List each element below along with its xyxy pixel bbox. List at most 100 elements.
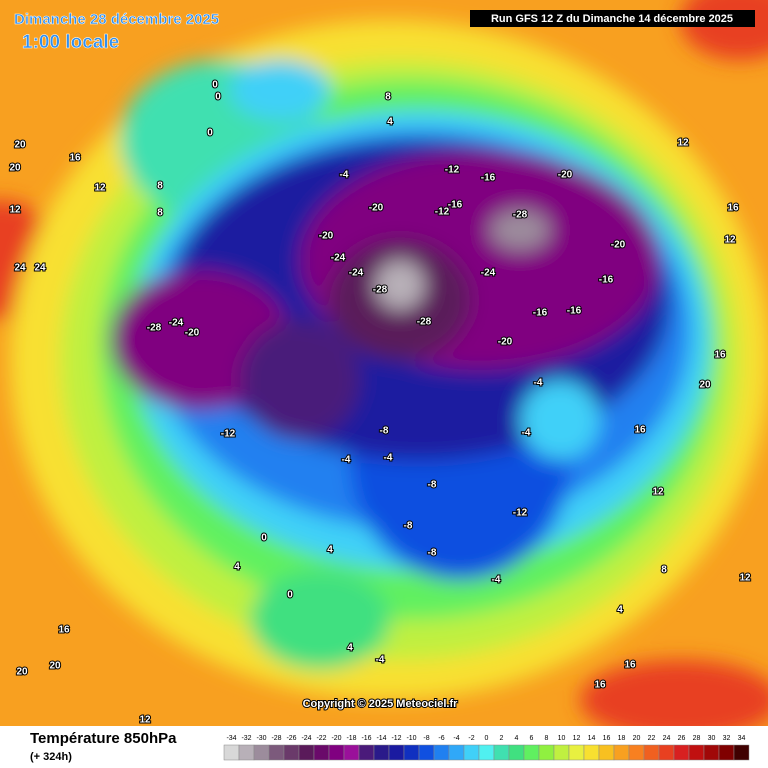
scale-swatch xyxy=(223,744,240,761)
scale-swatch xyxy=(553,744,570,761)
contour-label: 12 xyxy=(739,573,751,584)
contour-label: -28 xyxy=(373,285,388,296)
scale-label: 22 xyxy=(648,735,656,742)
contour-label: -4 xyxy=(376,655,385,666)
scale-swatch xyxy=(268,744,285,761)
legend-subtitle: (+ 324h) xyxy=(30,751,72,763)
contour-label: -20 xyxy=(611,240,626,251)
contour-label: -4 xyxy=(534,378,543,389)
scale-label: 20 xyxy=(633,735,641,742)
contour-label: 20 xyxy=(49,661,61,672)
contour-label: 24 xyxy=(34,263,46,274)
scale-label: 14 xyxy=(588,735,596,742)
contour-label: -28 xyxy=(417,317,432,328)
scale-swatch xyxy=(628,744,645,761)
scale-swatch xyxy=(613,744,630,761)
contour-label: -24 xyxy=(169,318,184,329)
contour-label: 0 xyxy=(215,92,221,103)
contour-label: 20 xyxy=(9,163,21,174)
contour-label: 16 xyxy=(58,625,70,636)
contour-label: 12 xyxy=(677,138,689,149)
scale-label: -12 xyxy=(391,735,401,742)
scale-swatch xyxy=(298,744,315,761)
scale-label: -8 xyxy=(423,735,429,742)
contour-label: -4 xyxy=(522,428,531,439)
scale-label: -6 xyxy=(438,735,444,742)
contour-label: 0 xyxy=(287,590,293,601)
scale-swatch xyxy=(703,744,720,761)
scale-label: -20 xyxy=(331,735,341,742)
contour-label: 4 xyxy=(347,643,353,654)
contour-label: -4 xyxy=(384,453,393,464)
contour-label: 12 xyxy=(9,205,21,216)
color-scale: -34 -32 -30 -28 -26 -24 -22 -20 -18 -16 -14 -12 -10-… xyxy=(223,735,750,761)
contour-label: 4 xyxy=(617,605,623,616)
scale-label: 26 xyxy=(678,735,686,742)
scale-label: 16 xyxy=(603,735,611,742)
contour-label: -16 xyxy=(533,308,548,319)
scale-label: -26 xyxy=(286,735,296,742)
scale-swatch xyxy=(538,744,555,761)
scale-label: -14 xyxy=(376,735,386,742)
contour-label: 12 xyxy=(652,487,664,498)
contour-label: 12 xyxy=(139,715,151,726)
scale-label: 10 xyxy=(558,735,566,742)
scale-label: -16 xyxy=(361,735,371,742)
contour-label: -12 xyxy=(445,165,460,176)
contour-label: 8 xyxy=(385,92,391,103)
scale-swatch xyxy=(448,744,465,761)
contour-label: 12 xyxy=(724,235,736,246)
scale-label: -4 xyxy=(453,735,459,742)
scale-swatch xyxy=(733,744,750,761)
legend-title: Température 850hPa xyxy=(30,730,177,747)
contour-label: -12 xyxy=(435,207,450,218)
scale-label: -2 xyxy=(468,735,474,742)
contour-label: 0 xyxy=(212,80,218,91)
scale-label: 18 xyxy=(618,735,626,742)
run-info: Run GFS 12 Z du Dimanche 14 décembre 202… xyxy=(491,13,733,25)
scale-swatch xyxy=(523,744,540,761)
contour-label: -16 xyxy=(567,306,582,317)
temperature-field xyxy=(0,0,768,740)
contour-label: 16 xyxy=(714,350,726,361)
contour-label: 20 xyxy=(16,667,28,678)
scale-label: 32 xyxy=(723,735,731,742)
scale-swatch xyxy=(508,744,525,761)
scale-label: -28 xyxy=(271,735,281,742)
contour-label: -20 xyxy=(185,328,200,339)
run-info-box xyxy=(470,10,755,27)
contour-label: 0 xyxy=(207,128,213,139)
scale-label: -34 xyxy=(226,735,236,742)
scale-swatch xyxy=(568,744,585,761)
scale-swatch xyxy=(283,744,300,761)
contour-label: 20 xyxy=(699,380,711,391)
contour-label: 4 xyxy=(234,562,240,573)
contour-label: 16 xyxy=(727,203,739,214)
scale-swatch xyxy=(418,744,435,761)
copyright: Copyright © 2025 Meteociel.fr xyxy=(303,698,459,710)
scale-swatch xyxy=(238,744,255,761)
contour-label: -24 xyxy=(331,253,346,264)
scale-swatch xyxy=(718,744,735,761)
scale-label: 0 xyxy=(485,735,489,742)
scale-label: 8 xyxy=(545,735,549,742)
scale-label: 28 xyxy=(693,735,701,742)
scale-swatch xyxy=(493,744,510,761)
contour-label: 8 xyxy=(661,565,667,576)
contour-label: -16 xyxy=(481,173,496,184)
contour-label: -16 xyxy=(448,200,463,211)
scale-swatch xyxy=(598,744,615,761)
contour-label: -8 xyxy=(428,548,437,559)
contour-label: 4 xyxy=(327,545,333,556)
contour-label: 16 xyxy=(634,425,646,436)
contour-label: 12 xyxy=(94,183,106,194)
local-time: 1:00 locale xyxy=(22,32,119,53)
scale-swatch xyxy=(433,744,450,761)
scale-swatch xyxy=(388,744,405,761)
scale-swatch xyxy=(403,744,420,761)
scale-swatch xyxy=(328,744,345,761)
contour-label: -20 xyxy=(369,203,384,214)
contour-label: 16 xyxy=(624,660,636,671)
contour-label: 16 xyxy=(594,680,606,691)
